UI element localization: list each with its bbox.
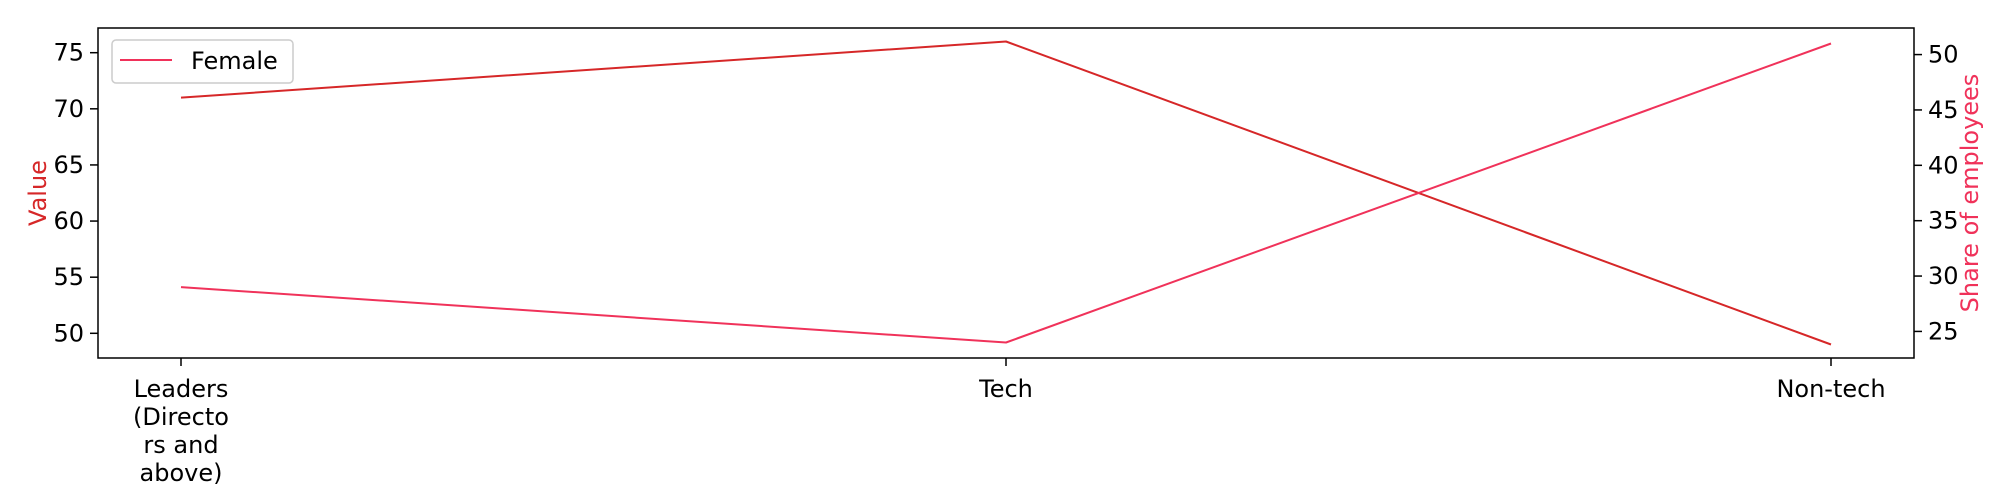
x-axis-ticks: Leaders (Directo rs and above) Tech Non-tech <box>133 358 1886 487</box>
right-tick-label: 30 <box>1928 262 1959 290</box>
right-tick-label: 35 <box>1928 207 1959 235</box>
left-tick-label: 70 <box>53 95 84 123</box>
series-line-female <box>180 42 1832 344</box>
left-axis-label: Value <box>24 160 52 226</box>
left-tick-label: 75 <box>53 39 84 67</box>
left-tick-label: 65 <box>53 151 84 179</box>
left-axis-ticks: 50 55 60 65 70 75 <box>53 39 98 347</box>
left-tick-label: 50 <box>53 319 84 347</box>
series-layer <box>180 40 1832 346</box>
right-axis-ticks: 25 30 35 40 45 50 <box>1914 41 1959 345</box>
legend: Female <box>111 39 294 84</box>
x-tick-label: Leaders (Directo rs and above) <box>133 375 229 487</box>
left-tick-label: 60 <box>53 207 84 235</box>
legend-box <box>111 39 294 84</box>
x-tick-label: Non-tech <box>1776 375 1885 403</box>
x-tick-label: Tech <box>978 375 1033 403</box>
right-tick-label: 40 <box>1928 151 1959 179</box>
series-line-series-1 <box>180 40 1832 346</box>
left-tick-label: 55 <box>53 263 84 291</box>
plot-area-frame <box>97 27 1915 359</box>
right-tick-label: 25 <box>1928 317 1959 345</box>
right-tick-label: 45 <box>1928 96 1959 124</box>
right-tick-label: 50 <box>1928 41 1959 69</box>
legend-label-female: Female <box>191 47 278 75</box>
right-axis-label: Share of employees <box>1956 74 1984 313</box>
